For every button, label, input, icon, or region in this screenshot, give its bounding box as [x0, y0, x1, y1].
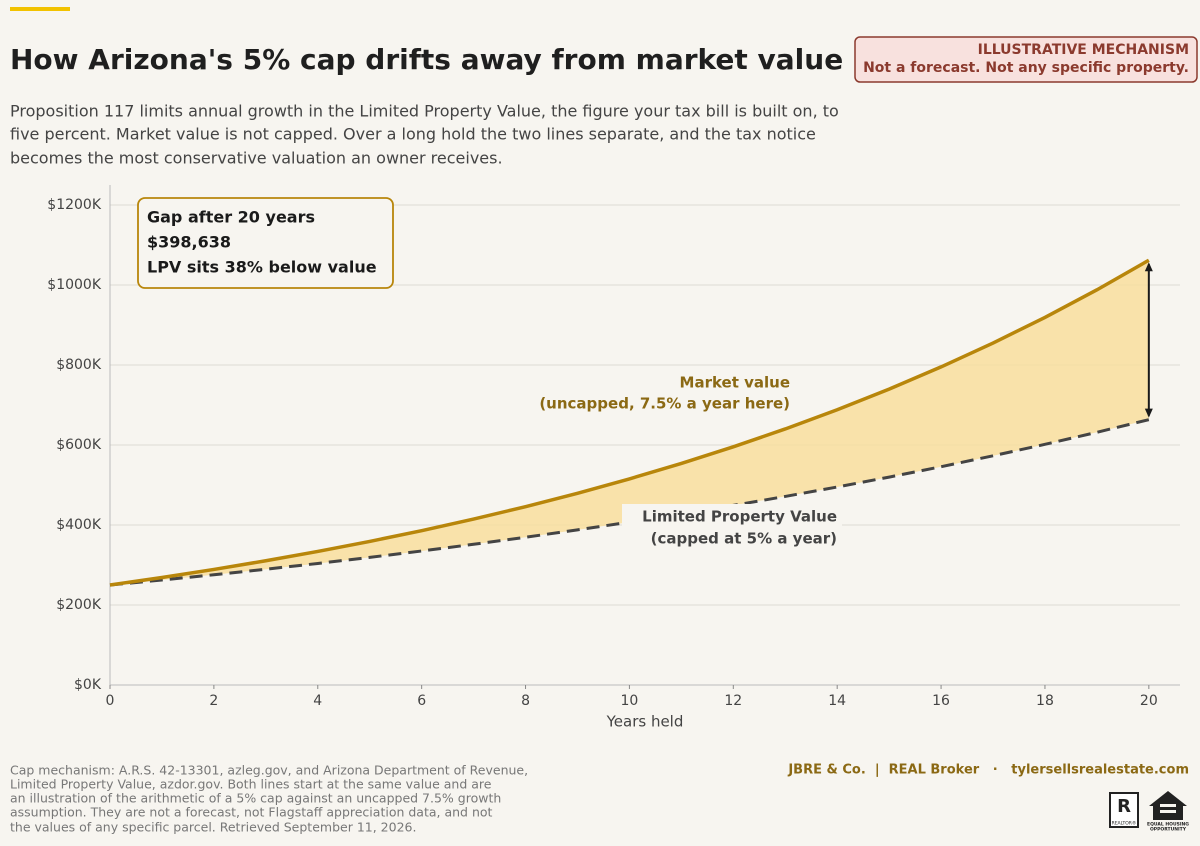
x-tick-label: 6 — [417, 693, 426, 709]
y-tick-label: $600K — [56, 437, 102, 453]
y-tick-label: $0K — [74, 677, 102, 693]
realtor-mark: R — [1117, 796, 1131, 817]
x-tick-label: 10 — [621, 693, 639, 709]
accent-bar — [10, 7, 70, 11]
source: the values of any specific parcel. Retri… — [10, 820, 416, 835]
realtor-logo — [1109, 792, 1139, 828]
subtitle: becomes the most conservative valuation … — [10, 149, 503, 168]
source: Limited Property Value, azdor.gov. Both … — [10, 777, 492, 792]
y-tick-label: $400K — [56, 517, 102, 533]
subtitle: five percent. Market value is not capped… — [10, 125, 816, 144]
source: an illustration of the arithmetic of a 5… — [10, 791, 501, 806]
equal-housing-bar — [1160, 804, 1176, 807]
source: assumption. They are not a forecast, not… — [10, 805, 493, 820]
x-tick-label: 2 — [209, 693, 218, 709]
x-tick-label: 14 — [828, 693, 846, 709]
x-axis-label: Years held — [606, 713, 684, 731]
x-tick-label: 8 — [521, 693, 530, 709]
series-label: (uncapped, 7.5% a year here) — [539, 395, 790, 413]
series-line — [109, 258, 1150, 587]
series-label: Market value — [680, 374, 790, 392]
x-tick-label: 4 — [313, 693, 322, 709]
subtitle: Proposition 117 limits annual growth in … — [10, 102, 839, 121]
series-label: Limited Property Value — [642, 508, 837, 526]
x-tick-label: 16 — [932, 693, 950, 709]
badge-text: Not a forecast. Not any specific propert… — [863, 60, 1189, 76]
realtor-text: REALTOR® — [1112, 820, 1137, 827]
title: How Arizona's 5% cap drifts away from ma… — [10, 43, 843, 76]
chart: $0K $200K $400K $600K $800K $1000K $1200K 0 2 4 6 8… — [47, 185, 1180, 731]
brand: JBRE & Co. | REAL Broker · tylersellsrea… — [787, 763, 1189, 778]
y-tick-label: $1000K — [47, 277, 102, 293]
source: Cap mechanism: A.R.S. 42-13301, azleg.go… — [10, 763, 528, 778]
y-tick-label: $200K — [56, 597, 102, 613]
annotation-text: $398,638 — [147, 233, 231, 252]
equal-housing-bar — [1160, 810, 1176, 813]
x-tick-label: 18 — [1036, 693, 1054, 709]
arrow-head — [1144, 262, 1153, 272]
x-tick-label: 20 — [1140, 693, 1158, 709]
annotation-text: Gap after 20 years — [147, 208, 315, 227]
label-bg — [622, 504, 842, 551]
equal-housing-text: EQUAL HOUSING — [1147, 822, 1189, 828]
badge-text: ILLUSTRATIVE MECHANISM — [978, 42, 1189, 58]
annotation-text: LPV sits 38% below value — [147, 258, 377, 277]
y-tick-label: $1200K — [47, 197, 102, 213]
x-tick-label: 0 — [106, 693, 115, 709]
y-tick-label: $800K — [56, 357, 102, 373]
arrow-head — [1144, 408, 1153, 418]
equal-housing-text: OPPORTUNITY — [1150, 827, 1187, 833]
badge — [854, 36, 1198, 83]
series-label: (capped at 5% a year) — [651, 530, 837, 548]
annotation-box — [137, 197, 394, 289]
x-tick-label: 12 — [724, 693, 742, 709]
